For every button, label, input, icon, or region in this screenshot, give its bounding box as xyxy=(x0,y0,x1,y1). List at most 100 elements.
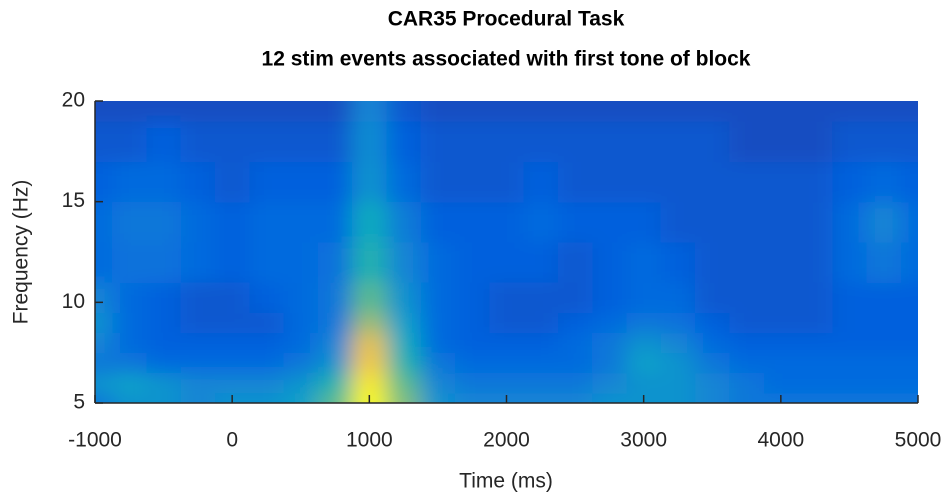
heatmap-cell xyxy=(900,101,918,122)
heatmap-cell xyxy=(592,332,628,354)
heatmap-cell xyxy=(832,201,868,243)
heatmap-cell xyxy=(900,332,918,354)
heatmap-cell xyxy=(420,201,456,243)
heatmap-cell xyxy=(95,161,113,203)
heatmap-cell xyxy=(215,372,250,394)
heatmap-cell xyxy=(95,241,113,283)
heatmap-cell xyxy=(112,201,147,243)
heatmap-cell xyxy=(523,282,559,313)
heatmap-cell xyxy=(95,312,113,334)
heatmap-cell xyxy=(352,101,387,122)
heatmap-cell xyxy=(729,241,765,283)
heatmap-cell xyxy=(352,241,387,283)
heatmap-cell xyxy=(146,372,182,394)
heatmap-cell xyxy=(180,161,216,203)
heatmap-cell xyxy=(386,352,422,374)
heatmap-cell xyxy=(866,101,902,122)
heatmap xyxy=(95,101,918,403)
heatmap-cell xyxy=(180,282,216,313)
heatmap-cell xyxy=(592,392,628,403)
heatmap-cell xyxy=(523,392,559,403)
heatmap-cell xyxy=(695,161,730,203)
heatmap-cell xyxy=(900,241,918,283)
heatmap-cell xyxy=(283,332,319,354)
heatmap-cell xyxy=(420,101,456,122)
heatmap-cell xyxy=(420,352,456,374)
heatmap-cell xyxy=(317,121,353,162)
heatmap-cell xyxy=(626,282,662,313)
heatmap-cell xyxy=(900,282,918,313)
heatmap-cell xyxy=(763,161,799,203)
heatmap-cell xyxy=(95,201,113,243)
heatmap-cell xyxy=(352,332,387,354)
heatmap-cell xyxy=(352,121,387,162)
heatmap-cell xyxy=(866,332,902,354)
heatmap-cell xyxy=(386,241,422,283)
heatmap-cell xyxy=(763,332,799,354)
heatmap-cell xyxy=(146,241,182,283)
heatmap-cell xyxy=(455,241,490,283)
heatmap-cell xyxy=(95,352,113,374)
heatmap-cell xyxy=(283,241,319,283)
heatmap-cell xyxy=(317,101,353,122)
heatmap-cell xyxy=(180,241,216,283)
heatmap-cell xyxy=(249,121,285,162)
heatmap-cell xyxy=(489,282,525,313)
heatmap-cell xyxy=(146,101,182,122)
heatmap-cell xyxy=(797,282,833,313)
heatmap-cell xyxy=(695,282,730,313)
heatmap-cell xyxy=(180,312,216,334)
heatmap-cell xyxy=(420,241,456,283)
heatmap-cell xyxy=(626,161,662,203)
heatmap-cell xyxy=(283,372,319,394)
heatmap-cell xyxy=(352,161,387,203)
heatmap-cell xyxy=(763,121,799,162)
heatmap-cell xyxy=(797,332,833,354)
heatmap-cell xyxy=(317,332,353,354)
heatmap-cell xyxy=(112,392,147,403)
heatmap-cell xyxy=(660,161,696,203)
heatmap-cell xyxy=(660,121,696,162)
heatmap-cell xyxy=(660,392,696,403)
heatmap-cell xyxy=(592,201,628,243)
heatmap-cell xyxy=(729,201,765,243)
heatmap-cell xyxy=(729,121,765,162)
heatmap-cell xyxy=(249,282,285,313)
heatmap-cell xyxy=(283,392,319,403)
heatmap-cell xyxy=(455,101,490,122)
heatmap-cell xyxy=(557,332,593,354)
heatmap-cell xyxy=(95,332,113,354)
heatmap-cell xyxy=(386,372,422,394)
x-tick-label: 2000 xyxy=(483,429,530,452)
heatmap-cell xyxy=(317,312,353,334)
heatmap-cell xyxy=(832,282,868,313)
heatmap-cell xyxy=(557,392,593,403)
chart-title: CAR35 Procedural Task xyxy=(388,8,625,31)
heatmap-cell xyxy=(626,372,662,394)
heatmap-cell xyxy=(317,161,353,203)
x-tick-label: 3000 xyxy=(620,429,667,452)
x-axis-label: Time (ms) xyxy=(459,470,553,493)
heatmap-cell xyxy=(455,121,490,162)
heatmap-cell xyxy=(866,372,902,394)
heatmap-cell xyxy=(146,392,182,403)
heatmap-cell xyxy=(900,312,918,334)
heatmap-cell xyxy=(112,282,147,313)
heatmap-cell xyxy=(317,352,353,374)
heatmap-cell xyxy=(557,121,593,162)
heatmap-cell xyxy=(317,241,353,283)
heatmap-cell xyxy=(557,241,593,283)
y-tick-label: 5 xyxy=(73,391,85,414)
x-tick-label: 5000 xyxy=(895,429,942,452)
heatmap-cell xyxy=(832,101,868,122)
heatmap-cell xyxy=(283,201,319,243)
heatmap-cell xyxy=(729,352,765,374)
heatmap-cell xyxy=(523,372,559,394)
heatmap-cell xyxy=(249,241,285,283)
heatmap-cells xyxy=(95,101,918,403)
heatmap-cell xyxy=(352,201,387,243)
heatmap-cell xyxy=(420,372,456,394)
heatmap-cell xyxy=(420,161,456,203)
heatmap-cell xyxy=(489,312,525,334)
heatmap-cell xyxy=(797,352,833,374)
